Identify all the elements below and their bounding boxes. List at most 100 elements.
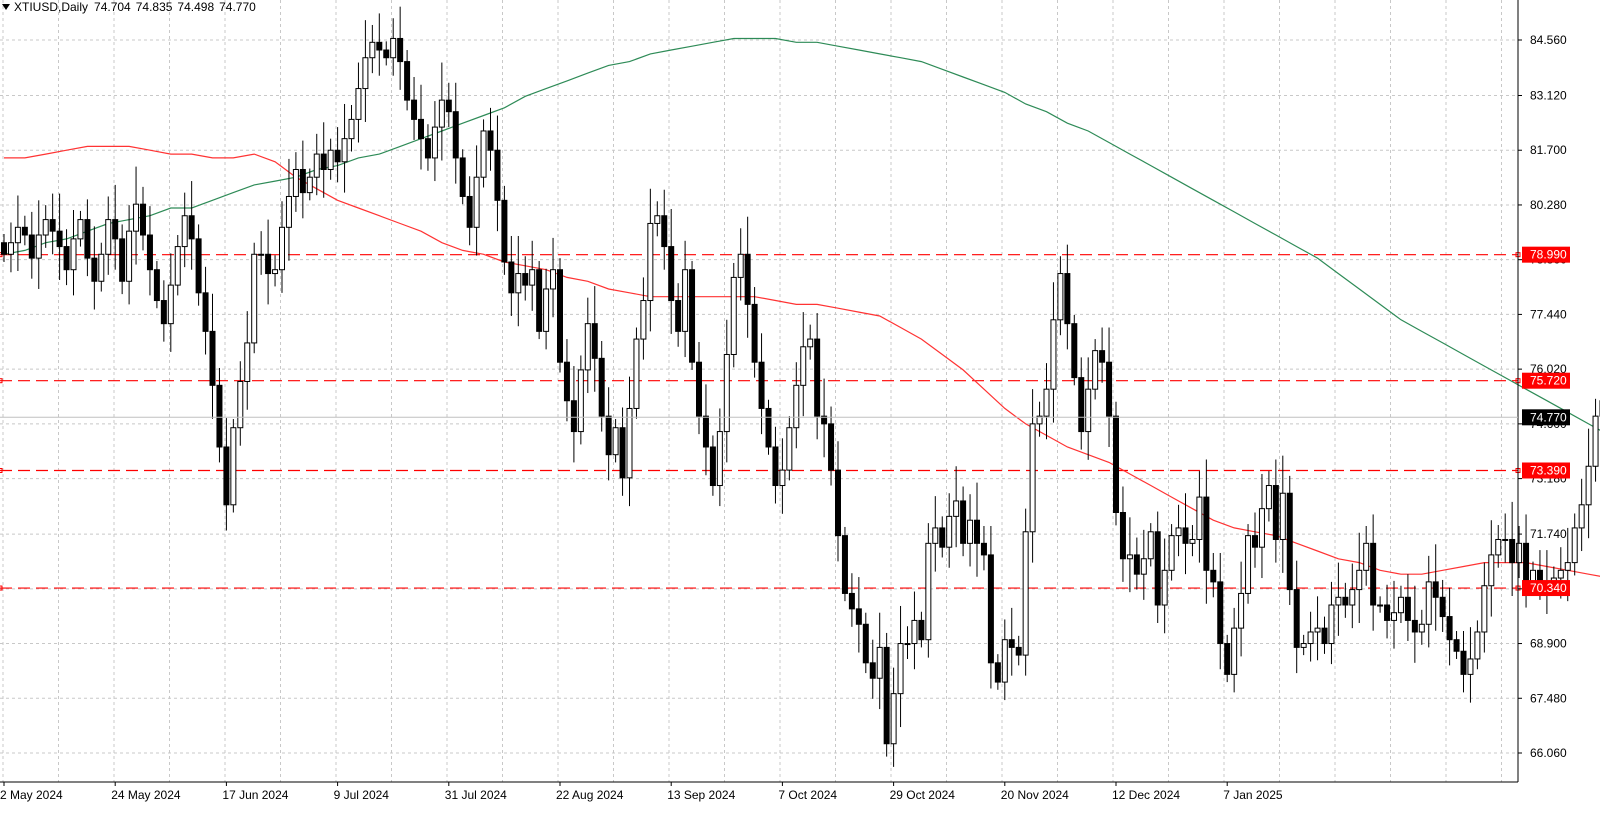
candle-bull bbox=[529, 269, 536, 286]
candle-bear bbox=[508, 261, 515, 294]
level-anchor-left[interactable] bbox=[0, 378, 3, 384]
candle-bear bbox=[744, 253, 751, 305]
candle-bull bbox=[1258, 508, 1265, 548]
chart-header: XTIUSD,Daily 74.704 74.835 74.498 74.770 bbox=[2, 0, 261, 14]
candle-bear bbox=[1370, 542, 1377, 606]
candle-bull bbox=[1328, 604, 1335, 645]
y-tick-label: 71.740 bbox=[1530, 527, 1567, 541]
candle-bull bbox=[348, 118, 355, 140]
candle-bear bbox=[1523, 542, 1530, 583]
candle-bear bbox=[1071, 323, 1078, 379]
level-anchor-left[interactable] bbox=[0, 585, 3, 591]
candle-bear bbox=[605, 415, 612, 456]
candle-bear bbox=[1217, 581, 1224, 645]
candle-bear bbox=[848, 592, 855, 610]
candle-bear bbox=[1293, 589, 1300, 648]
candle-bull bbox=[800, 346, 807, 386]
candle-bull bbox=[1085, 388, 1092, 433]
candle-bull bbox=[779, 469, 786, 487]
candle-bear bbox=[466, 195, 473, 228]
candle-bull bbox=[1425, 581, 1432, 625]
candle-bear bbox=[63, 246, 70, 271]
candle-bear bbox=[883, 646, 890, 745]
candle-bull bbox=[1036, 415, 1043, 425]
candle-bull bbox=[584, 323, 591, 371]
candle-bull bbox=[1377, 604, 1384, 607]
candle-bull bbox=[1140, 558, 1147, 575]
x-tick-label: 13 Sep 2024 bbox=[667, 788, 735, 802]
candle-bull bbox=[911, 619, 918, 645]
candle-bear bbox=[1078, 377, 1085, 433]
candle-bear bbox=[1119, 512, 1126, 560]
candle-bear bbox=[265, 253, 272, 275]
candle-bear bbox=[91, 257, 98, 282]
candle-bull bbox=[1502, 538, 1509, 541]
candle-bear bbox=[320, 153, 327, 170]
candle-bull bbox=[237, 380, 244, 429]
candle-bull bbox=[292, 168, 299, 197]
price-axis: 84.56083.12081.70080.28078.86077.44076.0… bbox=[0, 0, 1570, 783]
candle-bull bbox=[1349, 589, 1356, 606]
candle-bull bbox=[230, 427, 237, 506]
candle-bear bbox=[855, 608, 862, 625]
candle-bull bbox=[577, 369, 584, 433]
candle-bull bbox=[647, 222, 654, 302]
candle-bull bbox=[730, 276, 737, 355]
candle-bear bbox=[501, 199, 508, 263]
candle-bear bbox=[84, 219, 91, 259]
candle-bear bbox=[49, 219, 56, 232]
candle-bear bbox=[1154, 531, 1161, 606]
candle-bear bbox=[1342, 596, 1349, 606]
candle-bear bbox=[689, 269, 696, 363]
candle-bear bbox=[1460, 650, 1467, 675]
candle-bear bbox=[1432, 581, 1439, 598]
candle-bull bbox=[98, 253, 105, 282]
candle-bear bbox=[146, 234, 153, 271]
candle-bear bbox=[445, 99, 452, 113]
candle-bull bbox=[890, 693, 897, 745]
candle-bull bbox=[550, 269, 557, 290]
candle-bear bbox=[591, 323, 598, 359]
candle-bear bbox=[1453, 639, 1460, 652]
level-price-label: 73.390 bbox=[1530, 463, 1567, 477]
current-price-label: 74.770 bbox=[1530, 410, 1567, 424]
candle-bull bbox=[897, 643, 904, 695]
candle-bull bbox=[1397, 596, 1404, 614]
candle-bull bbox=[14, 226, 21, 244]
candle-bull bbox=[77, 219, 84, 240]
candle-bull bbox=[1001, 639, 1008, 683]
candle-bear bbox=[334, 149, 341, 163]
candle-bull bbox=[1495, 538, 1502, 556]
candle-bear bbox=[188, 215, 195, 240]
ma-fast-line bbox=[4, 145, 1600, 577]
candle-bull bbox=[1488, 554, 1495, 587]
candle-bear bbox=[536, 269, 543, 332]
candle-bull bbox=[1564, 562, 1571, 571]
candle-bear bbox=[1133, 554, 1140, 575]
candle-bull bbox=[258, 253, 265, 256]
candle-bull bbox=[174, 246, 181, 286]
candle-bull bbox=[626, 407, 633, 479]
low-value: 74.498 bbox=[177, 0, 215, 14]
candle-bear bbox=[696, 361, 702, 417]
dropdown-triangle-icon[interactable] bbox=[2, 3, 10, 10]
candle-bull bbox=[1363, 542, 1370, 571]
candle-bear bbox=[980, 542, 987, 556]
candle-bull bbox=[1147, 531, 1154, 560]
x-tick-label: 12 Dec 2024 bbox=[1112, 788, 1180, 802]
candle-bear bbox=[675, 300, 682, 332]
candle-bull bbox=[807, 338, 814, 348]
x-tick-label: 29 Oct 2024 bbox=[890, 788, 956, 802]
level-anchor-left[interactable] bbox=[0, 467, 3, 473]
candle-bear bbox=[452, 111, 459, 159]
candle-bull bbox=[1335, 596, 1342, 606]
candle-bear bbox=[960, 500, 967, 544]
candle-bull bbox=[1189, 538, 1196, 544]
candle-bear bbox=[1384, 604, 1391, 621]
candle-bear bbox=[153, 269, 160, 302]
candle-bear bbox=[563, 361, 570, 402]
candle-bull bbox=[1300, 643, 1307, 648]
candle-bear bbox=[1439, 596, 1446, 618]
candle-bear bbox=[112, 219, 119, 240]
